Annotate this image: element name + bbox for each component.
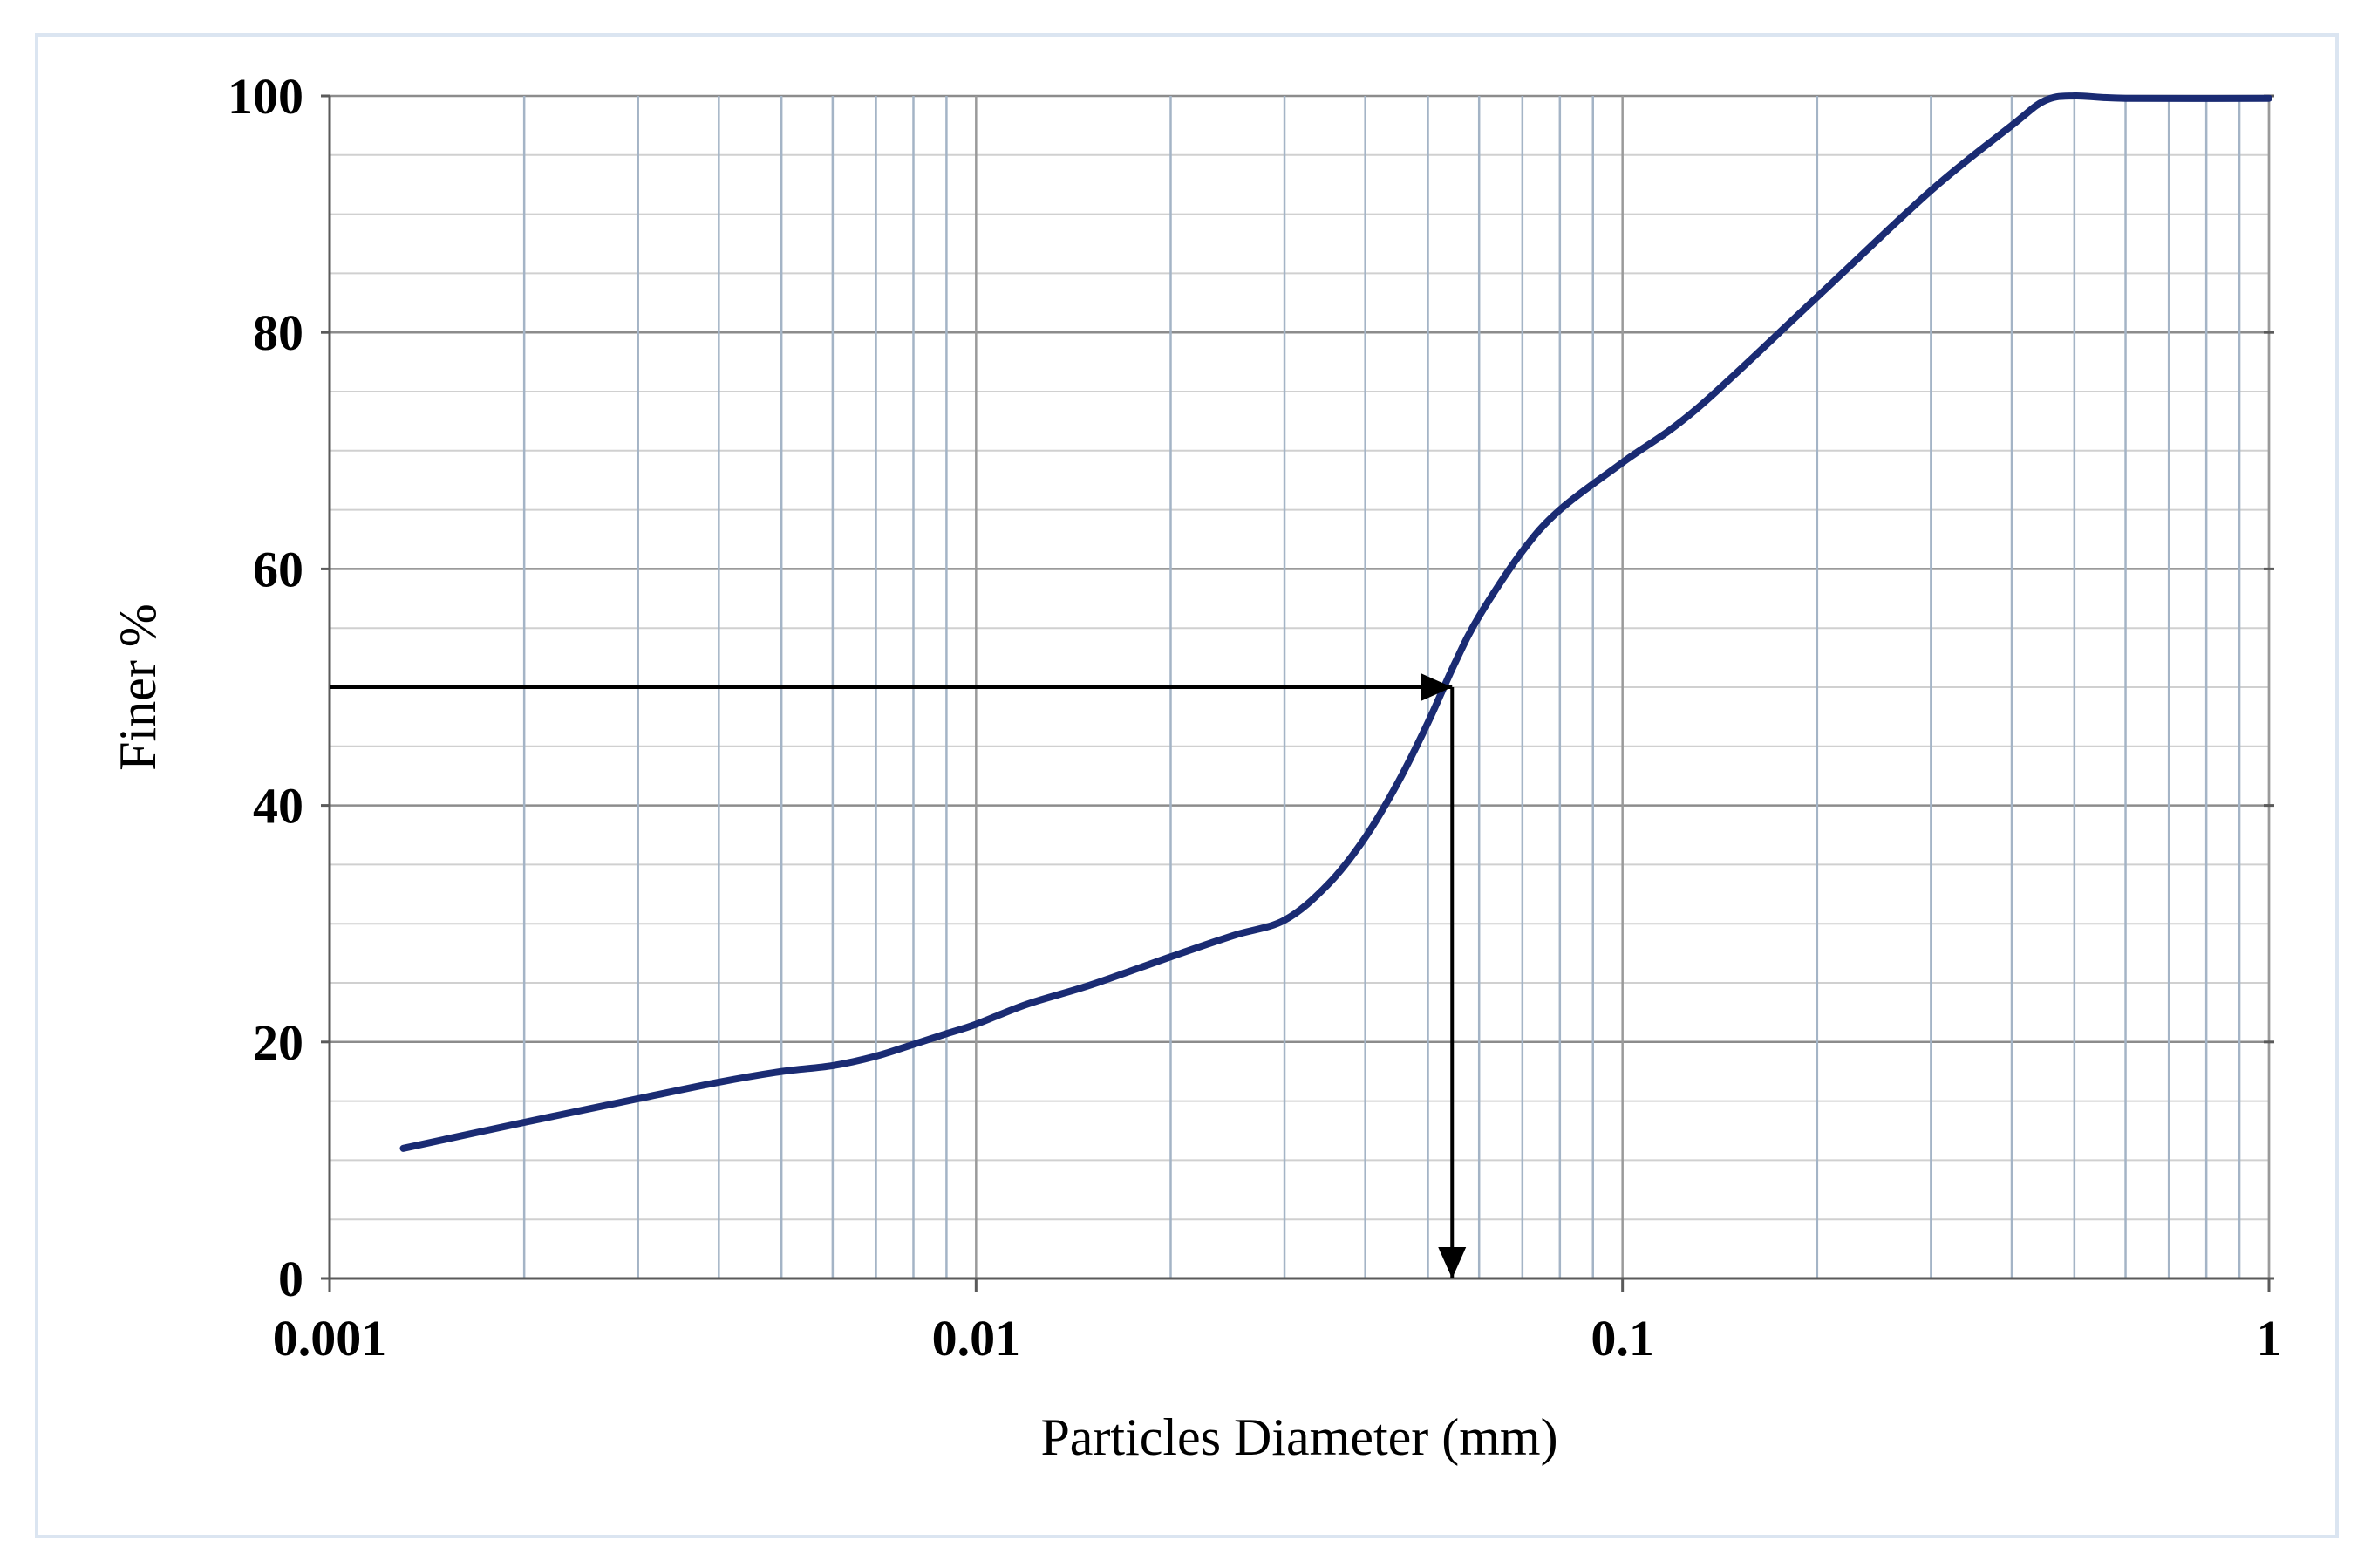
annotations [330,673,1467,1278]
chart-frame [35,33,2339,1538]
axes [321,94,2274,1292]
series [399,92,2272,1152]
x-tick-label: 0.1 [1591,1310,1654,1367]
x-tick-label: 0.01 [932,1310,1021,1367]
labels: 0 20 40 60 80 100 0.001 0.01 0.1 1 Particles Diame… [109,68,2282,1466]
x-tick-label: 0.001 [273,1310,387,1367]
x-tick-label: 1 [2257,1310,2282,1367]
y-tick-label: 100 [228,68,303,125]
y-tick-label: 0 [278,1251,303,1307]
y-axis-title: Finer % [109,603,167,771]
y-tick-label: 20 [253,1014,303,1071]
y-tick-label: 80 [253,304,303,361]
finer-percent-curve [399,92,2272,1152]
x-axis-title: Particles Diameter (mm) [1040,1408,1557,1466]
y-tick-label: 60 [253,541,303,597]
y-tick-label: 40 [253,778,303,835]
